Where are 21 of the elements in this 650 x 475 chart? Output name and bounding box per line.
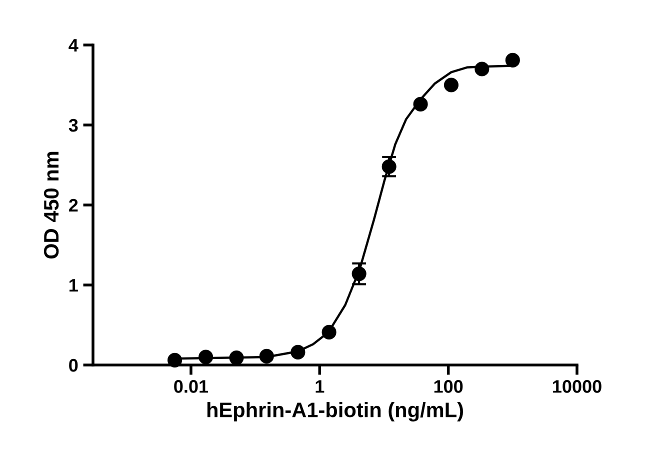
point [167,352,182,368]
x-axis-title: hEphrin-A1-biotin (ng/mL) [207,402,463,422]
point [198,350,214,364]
point [290,344,306,360]
x-tick-label: 0.01 [174,380,208,393]
point [444,78,459,92]
x-tick-label: 100 [434,380,463,393]
point [474,62,490,76]
point [259,348,274,364]
y-tick-label: 0 [69,358,78,372]
x-tick-label: 10000 [553,380,602,393]
y-axis-title: OD 450 nm [44,152,59,259]
y-tick-label: 4 [68,39,78,52]
y-tick-label: 2 [69,198,78,212]
point [413,96,428,112]
point [505,52,520,68]
point [322,324,336,340]
y-tick-label: 3 [68,118,78,132]
x-tick-label: 1 [316,380,324,393]
point [229,350,244,366]
y-tick-label: 1 [70,279,78,292]
